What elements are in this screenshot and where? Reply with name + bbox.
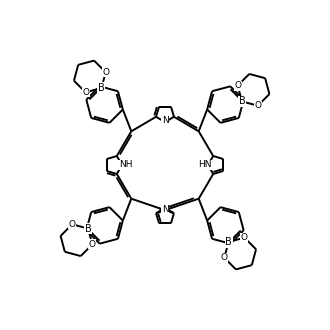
- Text: O: O: [89, 240, 96, 249]
- Text: B: B: [239, 96, 245, 107]
- Text: B: B: [85, 223, 91, 234]
- Text: N: N: [162, 205, 168, 214]
- Text: O: O: [234, 81, 241, 90]
- Text: B: B: [225, 237, 232, 247]
- Text: HN: HN: [198, 160, 211, 170]
- Text: O: O: [254, 101, 261, 110]
- Text: O: O: [221, 253, 228, 262]
- Text: N: N: [162, 116, 168, 125]
- Text: NH: NH: [119, 160, 132, 170]
- Text: O: O: [102, 68, 109, 77]
- Text: B: B: [98, 83, 105, 93]
- Text: O: O: [241, 233, 248, 242]
- Text: O: O: [69, 220, 76, 229]
- Text: O: O: [82, 88, 89, 97]
